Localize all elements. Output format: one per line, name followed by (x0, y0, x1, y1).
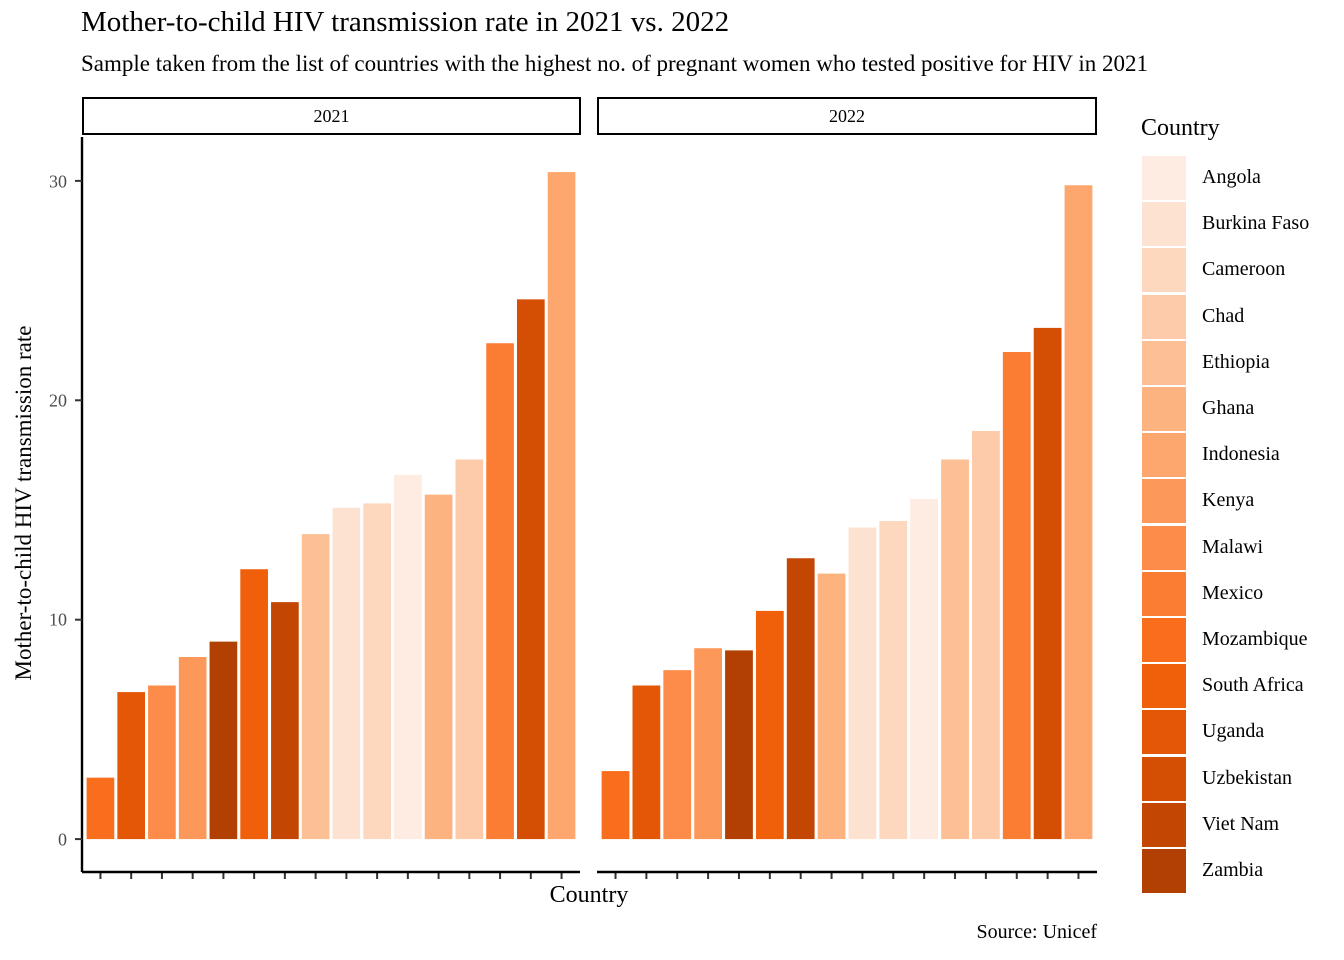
bar-2022-mozambique (601, 771, 630, 840)
legend-item-uganda: Uganda (1142, 710, 1342, 756)
legend-label-ethiopia: Ethiopia (1202, 350, 1270, 373)
bar-2022-cameroon (879, 520, 908, 840)
bar-2022-mexico (1002, 352, 1031, 840)
legend-title: Country (1141, 115, 1220, 141)
bar-2021-zambia (209, 641, 238, 840)
bar-2022-zambia (725, 650, 753, 840)
legend-label-zambia: Zambia (1202, 859, 1264, 881)
legend-key-uganda (1142, 710, 1186, 755)
bar-2021-mexico (486, 343, 514, 840)
legend-label-south-africa: South Africa (1202, 674, 1304, 697)
bar-2021-burkina-faso (332, 507, 361, 840)
legend-label-cameroon: Cameroon (1202, 258, 1286, 281)
legend-key-viet-nam (1142, 802, 1186, 847)
bar-2021-kenya (178, 656, 207, 840)
bar-2021-uzbekistan (516, 299, 545, 840)
legend-item-chad: Chad (1142, 294, 1342, 341)
legend-item-south-africa: South Africa (1142, 664, 1342, 710)
legend-label-malawi: Malawi (1202, 535, 1264, 558)
y-tick-label-20: 20 (49, 390, 67, 411)
bar-2021-mozambique (86, 777, 115, 840)
legend-item-uzbekistan: Uzbekistan (1142, 756, 1342, 803)
legend-item-mexico: Mexico (1142, 571, 1342, 618)
legend-key-indonesia (1142, 433, 1186, 478)
bar-2021-cameroon (363, 503, 391, 840)
legend-key-ethiopia (1142, 340, 1186, 385)
legend-label-uganda: Uganda (1202, 720, 1265, 743)
bar-2021-indonesia (547, 172, 576, 840)
legend-key-cameroon (1142, 248, 1186, 293)
bar-2022-viet-nam (786, 558, 815, 840)
bar-2022-uzbekistan (1033, 327, 1062, 840)
legend-item-mozambique: Mozambique (1142, 618, 1342, 664)
bar-2022-ghana (817, 573, 846, 840)
bar-2022-burkina-faso (848, 527, 877, 840)
legend-item-indonesia: Indonesia (1142, 433, 1342, 479)
legend-key-malawi (1142, 525, 1186, 570)
legend-key-chad (1142, 294, 1186, 339)
bar-2022-south-africa (755, 610, 784, 840)
legend-item-burkina-faso: Burkina Faso (1142, 202, 1342, 248)
bar-2021-uganda (117, 692, 146, 840)
facet-strip-2022: 2022 (597, 97, 1097, 135)
legend-label-chad: Chad (1202, 304, 1245, 327)
bar-2021-viet-nam (271, 602, 299, 840)
legend-label-ghana: Ghana (1202, 397, 1255, 419)
legend-key-mexico (1142, 571, 1186, 616)
bar-2022-chad (972, 431, 1000, 840)
bar-2022-ethiopia (941, 459, 969, 840)
legend-item-angola: Angola (1142, 156, 1342, 202)
bar-2021-south-africa (240, 569, 268, 840)
legend-key-ghana (1142, 387, 1186, 431)
bar-2022-indonesia (1064, 185, 1093, 840)
bar-2022-kenya (694, 648, 722, 840)
bar-2021-angola (394, 474, 422, 840)
y-tick-label-0: 0 (58, 829, 67, 850)
legend-label-viet-nam: Viet Nam (1202, 812, 1280, 835)
legend-item-zambia: Zambia (1142, 849, 1342, 895)
legend-key-zambia (1142, 849, 1186, 893)
bar-2022-angola (910, 499, 939, 840)
legend-item-cameroon: Cameroon (1142, 248, 1342, 294)
legend-item-viet-nam: Viet Nam (1142, 802, 1342, 849)
legend-key-uzbekistan (1142, 756, 1186, 801)
legend-label-indonesia: Indonesia (1202, 443, 1280, 466)
legend-item-malawi: Malawi (1142, 525, 1342, 572)
bar-2022-malawi (663, 670, 692, 840)
y-tick-label-30: 30 (49, 171, 67, 192)
legend-label-uzbekistan: Uzbekistan (1202, 766, 1292, 789)
legend-label-kenya: Kenya (1202, 489, 1255, 512)
bar-2021-ethiopia (301, 534, 330, 840)
legend-label-angola: Angola (1202, 166, 1261, 188)
bar-2021-chad (455, 459, 484, 840)
legend-label-mexico: Mexico (1202, 581, 1264, 604)
legend-key-mozambique (1142, 618, 1186, 662)
legend-item-kenya: Kenya (1142, 479, 1342, 525)
x-axis-title: Country (549, 882, 629, 908)
bar-2022-uganda (632, 685, 661, 840)
legend-key-south-africa (1142, 664, 1186, 709)
chart-caption: Source: Unicef (976, 921, 1097, 943)
bar-2021-ghana (424, 494, 453, 840)
chart-title: Mother-to-child HIV transmission rate in… (81, 6, 730, 38)
legend-key-kenya (1142, 479, 1186, 524)
chart-subtitle: Sample taken from the list of countries … (81, 51, 1148, 76)
legend-label-mozambique: Mozambique (1202, 628, 1308, 650)
legend-key-burkina-faso (1142, 202, 1186, 247)
legend-item-ghana: Ghana (1142, 387, 1342, 433)
legend-key-angola (1142, 156, 1186, 200)
y-tick-label-10: 10 (49, 609, 67, 630)
bar-2021-malawi (148, 685, 176, 840)
facet-strip-2021: 2021 (82, 97, 581, 135)
legend-label-burkina-faso: Burkina Faso (1202, 212, 1310, 235)
legend-item-ethiopia: Ethiopia (1142, 340, 1342, 387)
